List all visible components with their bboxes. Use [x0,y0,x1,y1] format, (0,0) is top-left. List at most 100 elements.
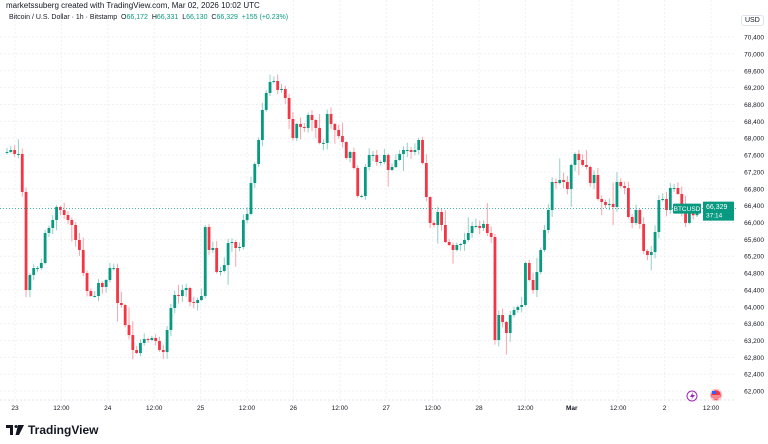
time-axis[interactable]: 23 12:00 24 12:00 25 12:00 26 12:00 27 12:00 28 12:… [11,405,719,412]
candle-body [516,307,520,311]
candle [211,241,215,254]
candle [203,224,207,299]
candle [504,320,508,355]
candle-body [264,92,268,110]
candle-body [9,150,13,152]
candle-body [642,223,646,251]
y-tick-label: 65,600 [744,237,764,244]
candle [588,165,592,187]
low-value: 66,130 [186,14,208,21]
tradingview-logo-icon [6,425,24,435]
candle [104,278,108,293]
candle [653,225,657,259]
y-tick-label: 67,600 [744,153,764,160]
symbol-description[interactable]: Bitcoin / U.S. Dollar · 1h · Bitstamp [9,14,118,21]
candle-body [318,127,321,143]
candle [432,220,436,228]
candle [169,303,173,337]
candle-body [188,288,192,302]
candle [676,182,680,196]
candle-body [371,154,375,156]
candle [402,146,405,171]
candle-body [36,268,39,270]
candle [363,164,367,200]
candle [222,257,226,273]
candle [497,310,501,347]
candle [516,305,520,313]
candle [123,303,127,328]
us-flag-event-icon[interactable] [709,388,723,402]
candle [280,84,283,93]
candle [585,150,588,170]
candle-body [672,187,676,189]
candle [112,263,116,271]
candle-body [504,322,508,334]
attribution: marketssuberg created with TradingView.c… [6,1,260,10]
y-tick-label: 64,000 [744,304,764,311]
candle [466,217,470,242]
candle-body [634,209,638,224]
candle [600,195,604,216]
candle [150,335,154,342]
candle-body [337,129,341,136]
candle [238,242,241,252]
candle [158,336,161,352]
candle [592,170,596,190]
candle-body [5,151,9,153]
candle [142,333,146,346]
candle [264,90,268,112]
candle-body [333,123,337,130]
close-label: C [211,14,217,21]
candle-body [55,206,58,221]
candle [43,229,47,265]
lightning-event-icon[interactable] [686,390,698,402]
candle [245,207,249,224]
y-tick-label: 64,800 [744,271,764,278]
candle [291,112,295,141]
candle-body [485,223,489,233]
candle-body [501,315,504,323]
candle [527,259,531,282]
symbol-tag-label: BTCUSD [674,206,701,213]
candle [604,199,607,209]
candle [360,194,363,198]
candle-body [180,290,184,297]
candle [520,297,524,313]
candle [131,321,135,360]
candle [184,283,188,297]
candle [302,123,306,133]
candle [668,182,672,214]
candle-body [577,153,581,160]
candle [249,176,253,216]
candle [459,242,463,251]
candle-body [424,162,428,197]
candle-body [463,239,466,244]
candle-body [684,212,687,224]
candle [558,158,562,185]
candle-body [322,142,325,144]
candle-body [535,272,539,291]
candle-body [394,159,398,167]
candle-body [546,209,550,231]
y-tick-label: 67,200 [744,169,764,176]
candle-body [592,174,596,184]
candle [207,224,211,255]
candle-body [379,161,382,163]
candle-body [520,305,524,308]
candle [367,148,371,171]
grid [0,0,736,400]
price-axis[interactable]: 70,400 70,000 69,600 69,200 68,800 68,400 68,0… [744,35,764,396]
currency-label[interactable]: USD [741,15,764,26]
candle [634,204,638,226]
candle [55,205,58,231]
candle-body [116,268,119,304]
candle-body [139,343,142,354]
candle-body [299,123,302,127]
candle-body [482,223,485,228]
candle-body [581,159,585,165]
candle-body [184,288,188,291]
x-tick-label: 12:00 [703,405,720,412]
candle-body [493,236,497,341]
candle [352,147,356,170]
